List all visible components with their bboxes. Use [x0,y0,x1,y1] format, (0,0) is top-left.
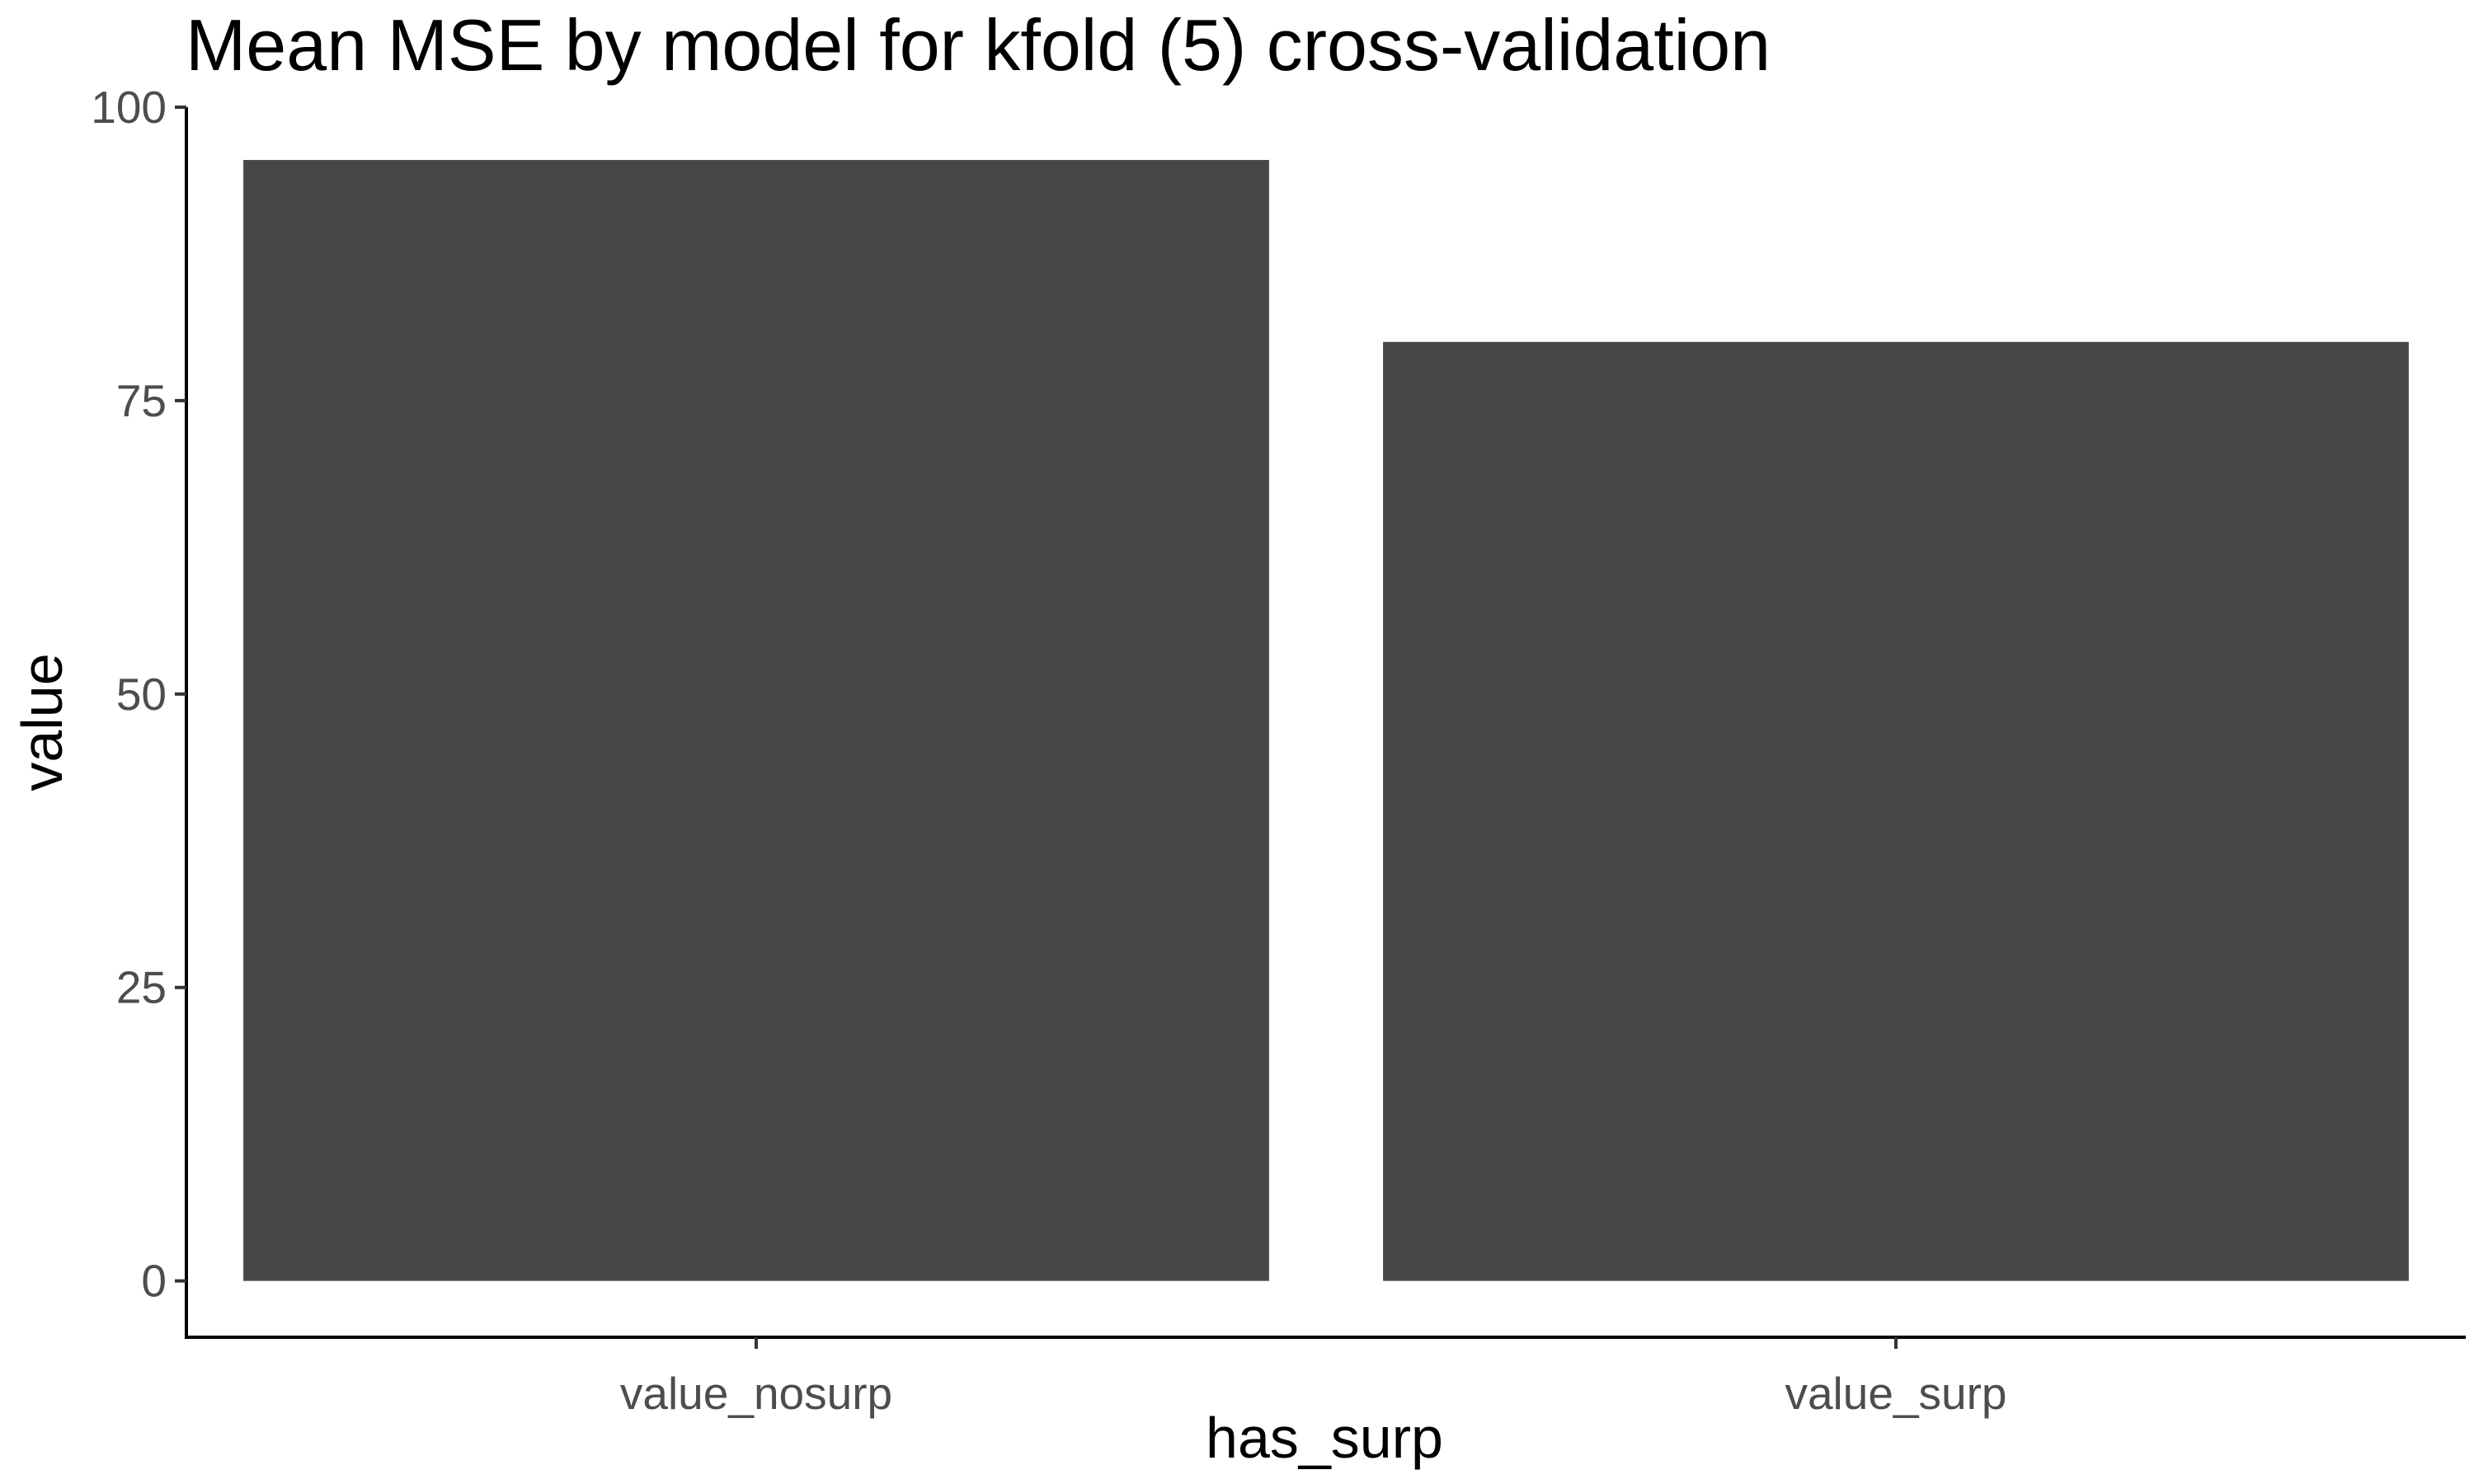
x-tick-label: value_surp [1785,1368,2006,1419]
y-tick-label: 0 [141,1256,167,1307]
y-axis: 0 25 50 75 100 [91,82,188,1337]
bars-group [243,160,2409,1281]
x-axis-title: has_surp [1206,1406,1443,1470]
y-tick-label: 25 [116,962,167,1013]
bar-value-nosurp [243,160,1269,1281]
y-tick-label: 100 [91,82,167,133]
y-tick-label: 50 [116,669,167,720]
y-axis-title: value [10,653,74,791]
chart-title: Mean MSE by model for kfold (5) cross-va… [186,4,1771,86]
y-tick-label: 75 [116,375,167,426]
x-tick-label: value_nosurp [620,1368,892,1419]
bar-value-surp [1383,341,2409,1281]
x-axis: value_nosurp value_surp [185,1336,2466,1419]
